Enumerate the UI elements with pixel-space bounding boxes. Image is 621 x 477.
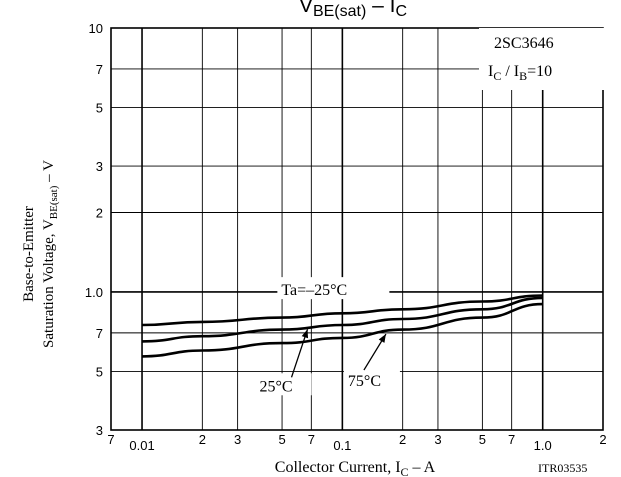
x-tick-label: 1.0 — [534, 438, 552, 453]
x-tick-label: 2 — [399, 432, 406, 447]
x-tick-label: 2 — [199, 432, 206, 447]
annotation-25c: 25°C — [260, 378, 293, 395]
y-axis-label-line1: Base-to-Emitter — [21, 206, 37, 302]
part-number: 2SC3646 — [494, 35, 554, 52]
y-tick-label: 5 — [96, 100, 103, 115]
series-line-1 — [141, 296, 543, 343]
condition-box: 2SC3646 IC / IB=10 — [479, 28, 605, 90]
x-tick-label: 0.1 — [333, 438, 351, 453]
tick-labels: 7 0.01 2 3 5 7 0.1 2 3 5 7 1.0 2 3 5 7 1.0 2 3 5 7 10 — [85, 21, 607, 453]
series-line-2 — [141, 302, 543, 358]
x-tick-label: 3 — [234, 432, 241, 447]
annotation-arrowhead — [378, 334, 386, 343]
annotation-bg — [343, 366, 400, 389]
annotation-arrow — [290, 329, 309, 378]
x-axis-label: Collector Current, IC – A — [275, 459, 436, 477]
annotations: Ta=–25°C 25°C 75°C — [255, 277, 400, 396]
plot-frame — [110, 27, 604, 431]
y-tick-label: 7 — [96, 62, 103, 77]
y-tick-label: 2 — [96, 206, 103, 221]
condition-box-bg — [479, 28, 605, 90]
chart-title: VBE(sat) – IC — [299, 0, 407, 20]
condition-label: IC / IB=10 — [488, 63, 552, 83]
y-axis-label: Base-to-Emitter Saturation Voltage, VBE(… — [21, 160, 60, 348]
x-tick-label: 2 — [599, 432, 606, 447]
y-tick-label: 3 — [96, 159, 103, 174]
y-axis-label-line2: Saturation Voltage, VBE(sat) – V — [41, 160, 60, 348]
x-tick-label: 5 — [479, 432, 486, 447]
x-tick-label: 5 — [278, 432, 285, 447]
y-tick-label: 3 — [96, 423, 103, 438]
y-tick-label: 1.0 — [85, 285, 103, 300]
x-tick-label: 7 — [107, 432, 114, 447]
figure-code: ITR03535 — [538, 461, 587, 475]
x-tick-label: 3 — [434, 432, 441, 447]
series-line-0 — [141, 294, 543, 327]
y-tick-label: 7 — [96, 326, 103, 341]
annotation-75c: 75°C — [348, 373, 381, 390]
y-tick-label: 10 — [89, 21, 103, 36]
annotation-bg — [277, 277, 390, 300]
annotation-ta-minus25: Ta=–25°C — [281, 282, 347, 299]
x-tick-label: 7 — [508, 432, 515, 447]
annotation-arrowhead — [301, 329, 309, 339]
x-tick-label: 7 — [308, 432, 315, 447]
x-tick-label: 0.01 — [129, 438, 154, 453]
curves — [141, 294, 543, 358]
annotation-bg — [255, 373, 312, 396]
y-tick-label: 5 — [96, 364, 103, 379]
